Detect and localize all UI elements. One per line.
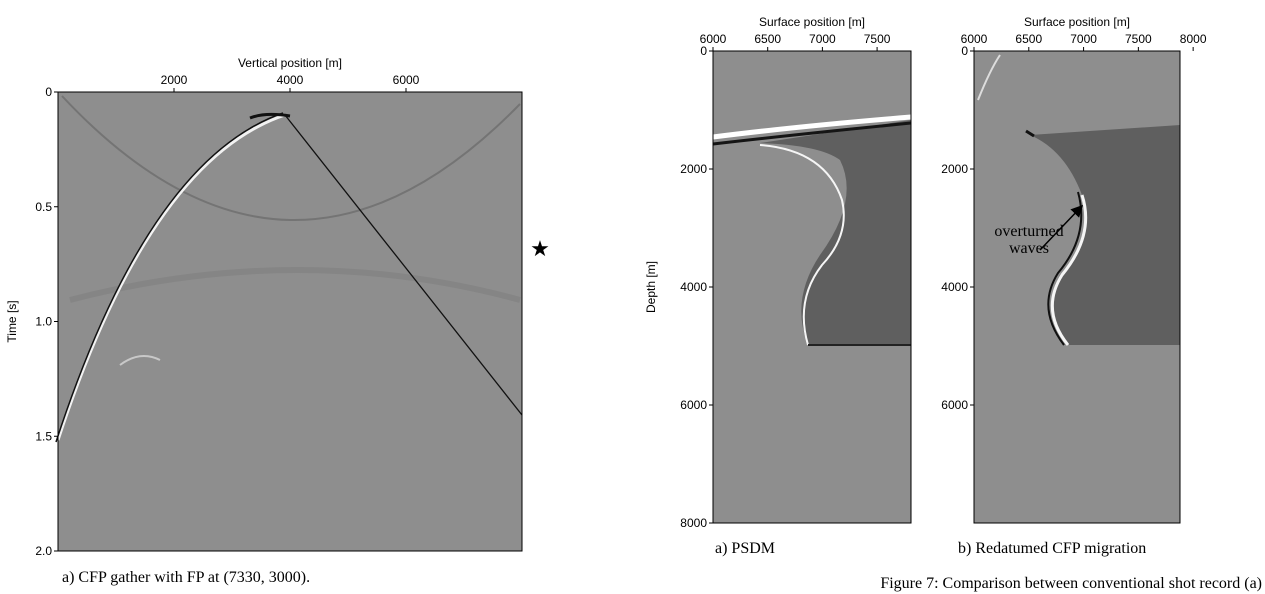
- x-tick-label: 7000: [1070, 32, 1097, 46]
- panel-caption: a) CFP gather with FP at (7330, 3000).: [62, 569, 310, 586]
- y-tick-label: 2.0: [35, 544, 52, 558]
- annotation: waves: [1009, 240, 1049, 257]
- source-marker: ★: [530, 236, 550, 261]
- x-tick-label: 7000: [809, 32, 836, 46]
- y-tick-label: 4000: [680, 280, 707, 294]
- x-tick-label: 6000: [393, 73, 420, 87]
- y-tick-label: 4000: [941, 280, 968, 294]
- annotation: overturned: [994, 223, 1063, 240]
- psdm-image: [712, 50, 912, 524]
- x-tick-label: 7500: [1125, 32, 1152, 46]
- y-tick-label: 2000: [680, 162, 707, 176]
- y-tick-label: 6000: [680, 398, 707, 412]
- x-tick-label: 6000: [961, 32, 988, 46]
- y-axis-label: Depth [m]: [644, 261, 658, 313]
- figure-caption: Figure 7: Comparison between conventiona…: [880, 575, 1262, 592]
- y-tick-label: 6000: [941, 398, 968, 412]
- x-tick-label: 6000: [700, 32, 727, 46]
- cfp-migration-image: [973, 50, 1181, 524]
- cfp-gather-image: [55, 91, 523, 552]
- y-tick-label: 0: [961, 44, 968, 58]
- x-axis-label: Vertical position [m]: [238, 56, 342, 70]
- y-axis-label: Time [s]: [5, 300, 19, 342]
- x-tick-label: 7500: [864, 32, 891, 46]
- y-tick-label: 0: [700, 44, 707, 58]
- x-tick-label: 6500: [754, 32, 781, 46]
- y-tick-label: 8000: [680, 516, 707, 530]
- y-tick-label: 0: [45, 85, 52, 99]
- y-tick-label: 0.5: [35, 200, 52, 214]
- x-tick-label: 6500: [1015, 32, 1042, 46]
- panel-caption: a) PSDM: [715, 540, 775, 557]
- x-tick-label: 4000: [277, 73, 304, 87]
- x-tick-label: 8000: [1180, 32, 1207, 46]
- x-tick-label: 2000: [161, 73, 188, 87]
- y-tick-label: 1.0: [35, 315, 52, 329]
- panel-caption: b) Redatumed CFP migration: [958, 540, 1146, 557]
- x-axis-label: Surface position [m]: [759, 15, 865, 29]
- x-axis-label: Surface position [m]: [1024, 15, 1130, 29]
- y-tick-label: 2000: [941, 162, 968, 176]
- y-tick-label: 1.5: [35, 429, 52, 443]
